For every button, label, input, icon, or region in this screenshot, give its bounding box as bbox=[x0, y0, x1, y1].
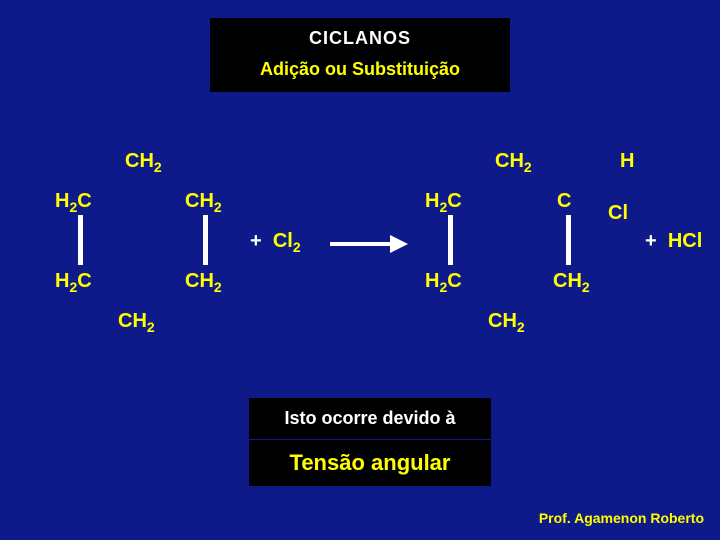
right-tr: C bbox=[557, 190, 571, 213]
right-bottom: CH2 bbox=[488, 310, 525, 333]
left-bond-tl bbox=[78, 215, 83, 265]
right-bond-tr bbox=[566, 215, 571, 265]
footer-credit: Prof. Agamenon Roberto bbox=[539, 510, 704, 526]
title-box: CICLANOS Adição ou Substituição bbox=[210, 18, 510, 92]
left-bl: H2C bbox=[55, 270, 92, 293]
left-top: CH2 bbox=[125, 150, 162, 173]
right-tl: H2C bbox=[425, 190, 462, 213]
product: + HCl bbox=[645, 230, 702, 253]
reagent: + Cl2 bbox=[250, 230, 301, 253]
right-bl: H2C bbox=[425, 270, 462, 293]
right-br: CH2 bbox=[553, 270, 590, 293]
right-top: CH2 bbox=[495, 150, 532, 173]
sub-H: H bbox=[620, 150, 634, 173]
left-tl: H2C bbox=[55, 190, 92, 213]
title-line2: Adição ou Substituição bbox=[210, 59, 510, 80]
title-line1: CICLANOS bbox=[210, 28, 510, 49]
explain-line2: Tensão angular bbox=[249, 440, 491, 486]
explain-line1: Isto ocorre devido à bbox=[249, 398, 491, 439]
left-tr: CH2 bbox=[185, 190, 222, 213]
left-bottom: CH2 bbox=[118, 310, 155, 333]
left-br: CH2 bbox=[185, 270, 222, 293]
arrow bbox=[330, 238, 410, 250]
left-bond-tr bbox=[203, 215, 208, 265]
right-bond-tl bbox=[448, 215, 453, 265]
sub-Cl: Cl bbox=[608, 202, 628, 225]
reaction-stage: CH2 H2C CH2 H2C CH2 CH2 + Cl2 CH2 H2C C … bbox=[0, 120, 720, 380]
